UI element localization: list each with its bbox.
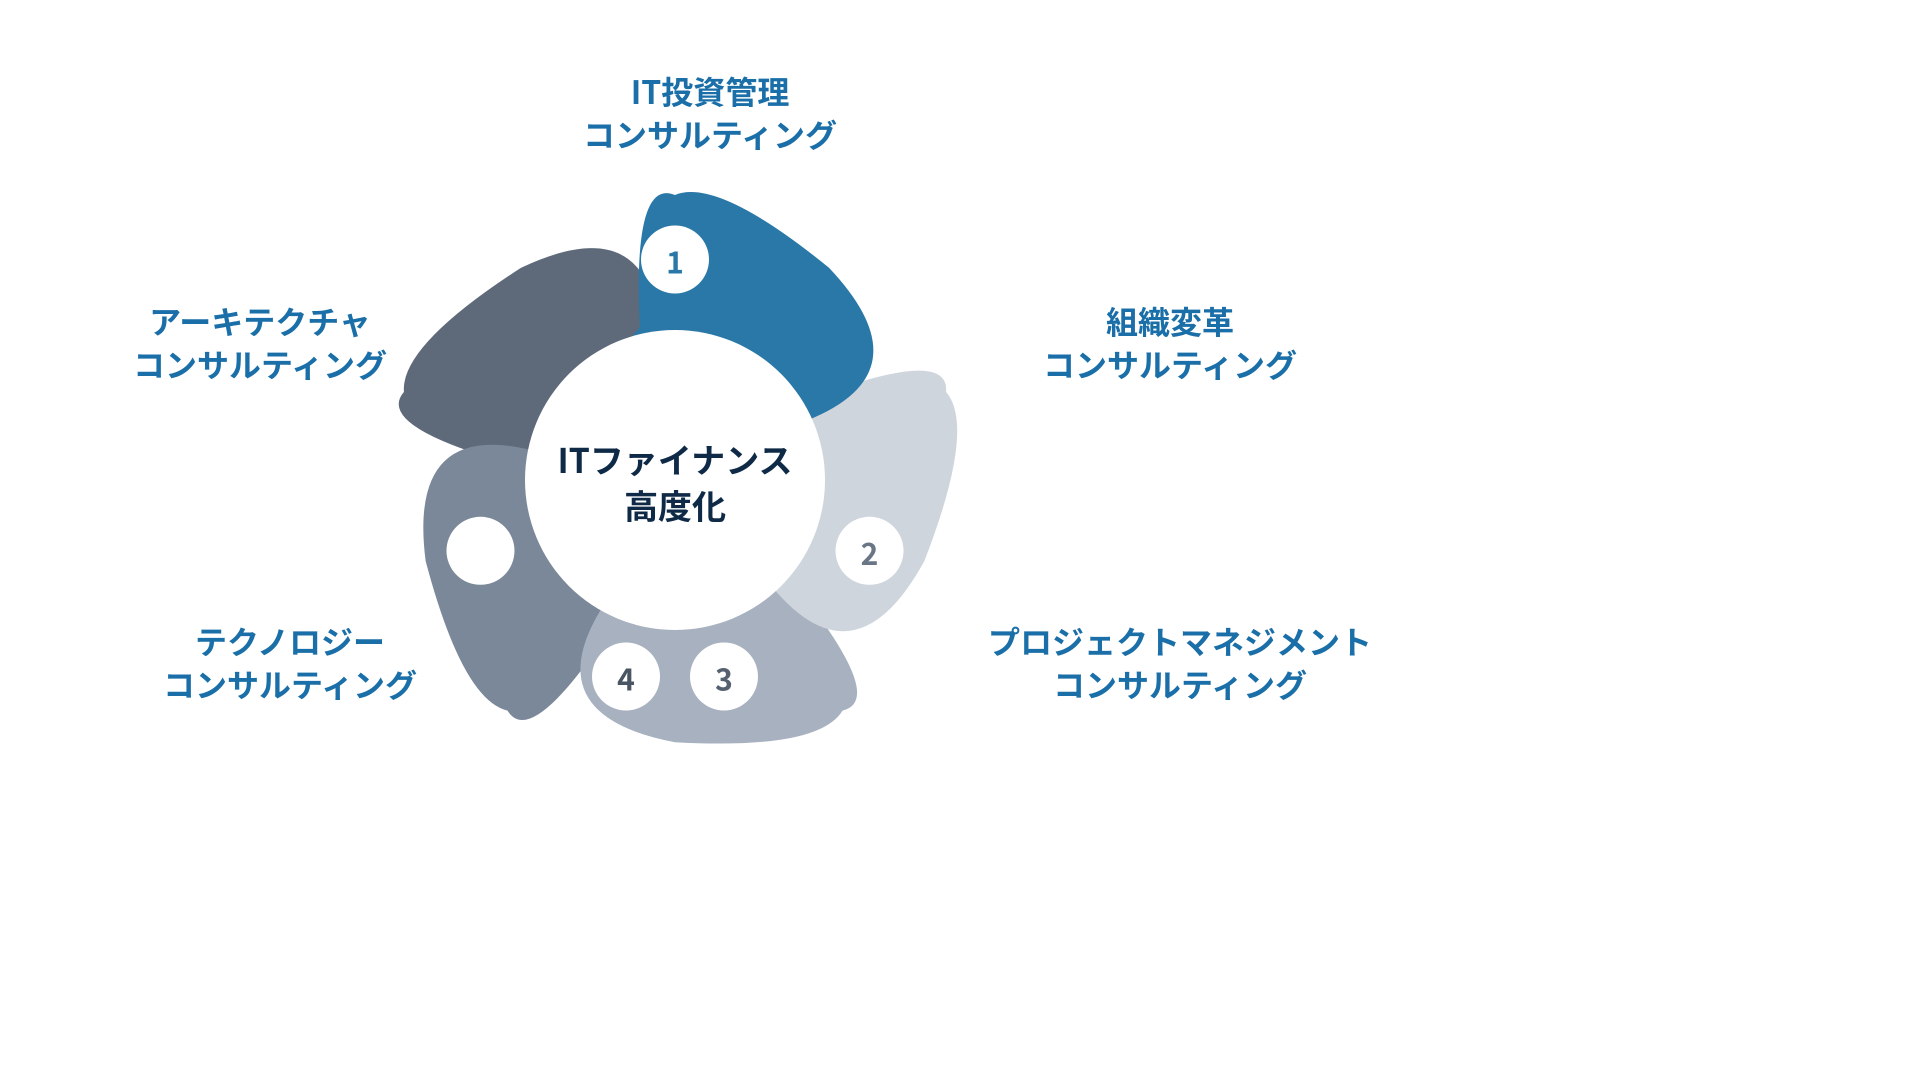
label-5-line2: コンサルティング (133, 341, 387, 387)
number-2: 2 (861, 530, 879, 574)
center-line1: ITファイナンス (557, 434, 792, 483)
label-1-line1: IT投資管理 (631, 68, 790, 114)
label-3-line2: コンサルティング (1053, 661, 1307, 707)
label-4-line2: コンサルティング (163, 661, 417, 707)
diagram-stage: 12345 ITファイナンス高度化 IT投資管理コンサルティング組織変革コンサル… (0, 0, 1920, 1073)
label-4-line1: テクノロジー (195, 618, 385, 664)
number-4: 4 (617, 655, 635, 699)
number-3: 3 (715, 655, 733, 699)
label-2-line2: コンサルティング (1043, 341, 1297, 387)
label-4: テクノロジーコンサルティング (130, 620, 450, 706)
label-3-line1: プロジェクトマネジメント (988, 618, 1372, 664)
pentagon-swirl: 1 2 3 4 5 (0, 0, 1920, 1073)
center-label: ITファイナンス高度化 (515, 436, 835, 528)
label-3: プロジェクトマネジメントコンサルティング (960, 620, 1400, 706)
label-5-line1: アーキテクチャ (149, 298, 371, 344)
label-5: アーキテクチャコンサルティング (100, 300, 420, 386)
label-1-line2: コンサルティング (583, 111, 837, 157)
label-1: IT投資管理コンサルティング (560, 70, 860, 156)
label-2: 組織変革コンサルティング (1000, 300, 1340, 386)
label-2-line1: 組織変革 (1106, 298, 1234, 344)
center-line2: 高度化 (624, 480, 726, 529)
number-1: 1 (666, 239, 684, 283)
number-5: 5 (472, 530, 490, 574)
